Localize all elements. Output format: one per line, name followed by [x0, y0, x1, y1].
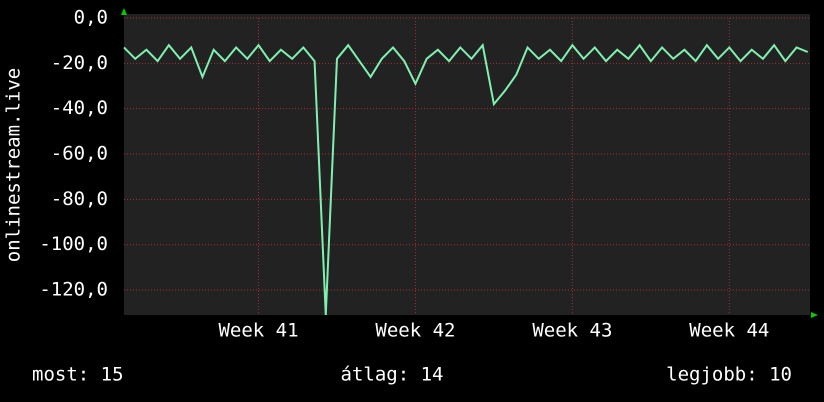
y-tick-label: 0,0 — [74, 7, 108, 29]
data-line — [123, 42, 809, 316]
y-tick-label: -20,0 — [51, 52, 108, 74]
x-tick-label: Week 44 — [689, 320, 769, 342]
axis-arrow — [811, 312, 818, 318]
y-tick-label: -60,0 — [51, 143, 108, 165]
y-axis-label: onlinestream.live — [3, 68, 25, 262]
legend-item: most: 15 — [32, 364, 124, 386]
y-tick-label: -40,0 — [51, 97, 108, 119]
legend-item: legjobb: 10 — [666, 364, 792, 386]
plot-area — [124, 14, 810, 315]
x-tick-label: Week 43 — [532, 320, 612, 342]
y-tick-label: -80,0 — [51, 188, 108, 210]
legend-item: átlag: 14 — [341, 364, 444, 386]
x-tick-label: Week 41 — [218, 320, 298, 342]
axis-arrow — [121, 8, 127, 15]
y-tick-label: -120,0 — [39, 279, 108, 301]
y-tick-label: -100,0 — [39, 233, 108, 255]
x-tick-label: Week 42 — [375, 320, 455, 342]
